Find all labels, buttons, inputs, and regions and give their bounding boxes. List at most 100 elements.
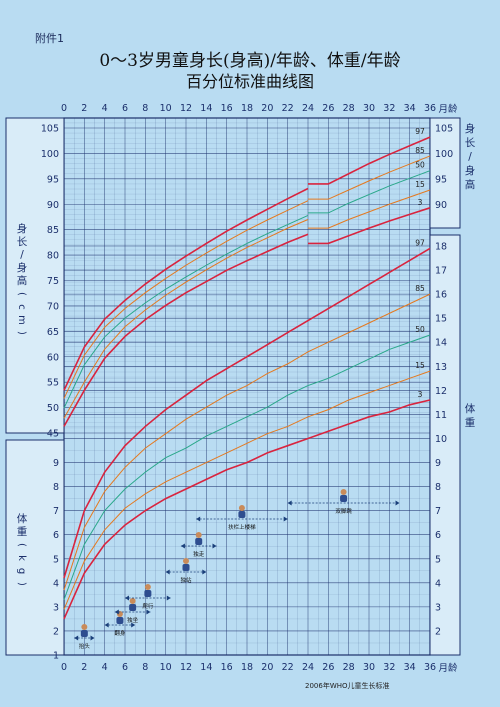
baby-figure-icon <box>195 532 202 538</box>
x-tick-label-bottom: 10 <box>160 662 172 673</box>
height-axis-title: 身 <box>17 222 28 235</box>
weight-tick-right: 12 <box>435 386 447 397</box>
weight-axis-title: ( <box>16 543 27 547</box>
x-tick-label-top: 20 <box>261 103 273 114</box>
x-tick-label-bottom: 12 <box>180 662 192 673</box>
x-tick-label-bottom: 36 <box>424 662 436 673</box>
baby-figure-icon <box>144 590 152 597</box>
baby-figure-icon <box>80 630 88 637</box>
weight-curve-p15 <box>63 370 431 610</box>
height-tick-left: 70 <box>47 301 59 312</box>
baby-figure-icon <box>340 495 348 502</box>
weight-tick-right: 18 <box>435 242 447 253</box>
baby-figure-icon <box>340 489 347 495</box>
x-tick-label-top: 28 <box>343 103 355 114</box>
weight-curve-p50 <box>63 334 431 600</box>
weight-tick-left: 9 <box>53 458 59 469</box>
weight-curve-p97 <box>63 247 431 579</box>
annex-label: 附件1 <box>35 32 64 45</box>
x-tick-label-top: 10 <box>160 103 172 114</box>
x-tick-label-top: 22 <box>282 103 294 114</box>
height-axis-title: ) <box>16 331 27 335</box>
height-tick-left: 95 <box>47 174 59 185</box>
milestone-label: 翻身 <box>114 629 126 637</box>
x-tick-label-bottom: 4 <box>102 662 108 673</box>
weight-percentile-label: 3 <box>418 390 423 399</box>
x-tick-label-bottom: 30 <box>363 662 375 673</box>
x-tick-label-top: 32 <box>383 103 395 114</box>
source-note: 2006年WHO儿童生长标准 <box>305 682 390 690</box>
x-tick-label-bottom: 18 <box>241 662 253 673</box>
baby-figure-icon <box>182 564 190 571</box>
weight-right-title: 重 <box>465 416 476 429</box>
baby-figure-icon <box>183 558 189 564</box>
height-tick-right: 100 <box>435 149 453 160</box>
height-tick-right: 90 <box>435 200 447 211</box>
x-tick-label-top: 36 <box>424 103 436 114</box>
height-right-title: 长 <box>465 137 476 149</box>
x-tick-label-top: 0 <box>61 103 67 114</box>
height-tick-left: 100 <box>41 149 59 160</box>
weight-tick-right: 4 <box>435 578 441 589</box>
x-tick-label-top: 34 <box>404 103 416 114</box>
chart-title: 0～3岁男童身长(身高)/年龄、体重/年龄 <box>99 51 401 71</box>
height-curve-p85 <box>63 200 309 399</box>
weight-tick-left: 2 <box>53 626 59 637</box>
weight-tick-right: 8 <box>435 482 441 493</box>
height-axis-title: m <box>16 315 27 325</box>
weight-tick-left: 8 <box>53 482 59 493</box>
height-axis-panel <box>5 117 65 434</box>
height-tick-right: 105 <box>435 124 453 135</box>
height-curve-p85 <box>308 155 431 200</box>
height-curve-p3 <box>63 233 309 427</box>
baby-figure-icon <box>81 624 88 630</box>
baby-figure-icon <box>144 584 151 590</box>
height-tick-left: 80 <box>47 251 59 262</box>
x-tick-label-bottom: 20 <box>261 662 273 673</box>
weight-tick-right: 3 <box>435 602 441 613</box>
weight-right-panel <box>429 234 461 656</box>
height-right-title: / <box>468 151 472 163</box>
x-tick-label-top: 18 <box>241 103 253 114</box>
milestone-label: 独走 <box>193 550 205 558</box>
x-tick-label-bottom: 32 <box>383 662 395 673</box>
milestone-label: 双脚跳 <box>335 507 352 515</box>
x-tick-label-bottom: 0 <box>61 662 67 673</box>
weight-percentile-label: 97 <box>415 238 425 247</box>
height-tick-right: 95 <box>435 174 447 185</box>
x-axis-unit-top: 月龄 <box>438 103 458 115</box>
milestone-label: 扶栏上楼梯 <box>228 523 256 531</box>
weight-tick-right: 10 <box>435 434 447 445</box>
weight-tick-right: 6 <box>435 530 441 541</box>
x-tick-label-bottom: 26 <box>322 662 334 673</box>
weight-axis-title: g <box>16 568 27 574</box>
height-percentile-label: 97 <box>415 127 425 136</box>
milestone-arrows <box>114 609 151 615</box>
height-tick-left: 60 <box>47 352 59 363</box>
milestone-label: 独坐 <box>127 616 139 624</box>
weight-curve-p3 <box>63 399 431 620</box>
height-axis-title: c <box>16 304 27 310</box>
x-tick-label-bottom: 34 <box>404 662 416 673</box>
height-percentile-label: 15 <box>415 180 425 189</box>
weight-percentile-label: 85 <box>415 284 425 293</box>
x-tick-label-top: 26 <box>322 103 334 114</box>
x-tick-label-top: 6 <box>122 103 128 114</box>
weight-tick-right: 17 <box>435 266 447 277</box>
weight-axis-title: k <box>16 555 27 561</box>
x-tick-label-top: 12 <box>180 103 192 114</box>
height-tick-left: 105 <box>41 124 59 135</box>
height-right-title: 身 <box>465 122 476 135</box>
height-axis-title: 长 <box>17 236 28 248</box>
chart-subtitle: 百分位标准曲线图 <box>185 72 314 91</box>
weight-axis-title: 重 <box>17 525 28 538</box>
baby-figure-icon <box>129 604 137 611</box>
height-curve-p15 <box>308 189 431 229</box>
weight-axis-panel <box>5 439 65 656</box>
height-tick-left: 55 <box>47 378 59 389</box>
x-tick-label-top: 24 <box>302 103 314 114</box>
height-curve-p50 <box>63 214 309 409</box>
x-tick-label-bottom: 24 <box>302 662 314 673</box>
